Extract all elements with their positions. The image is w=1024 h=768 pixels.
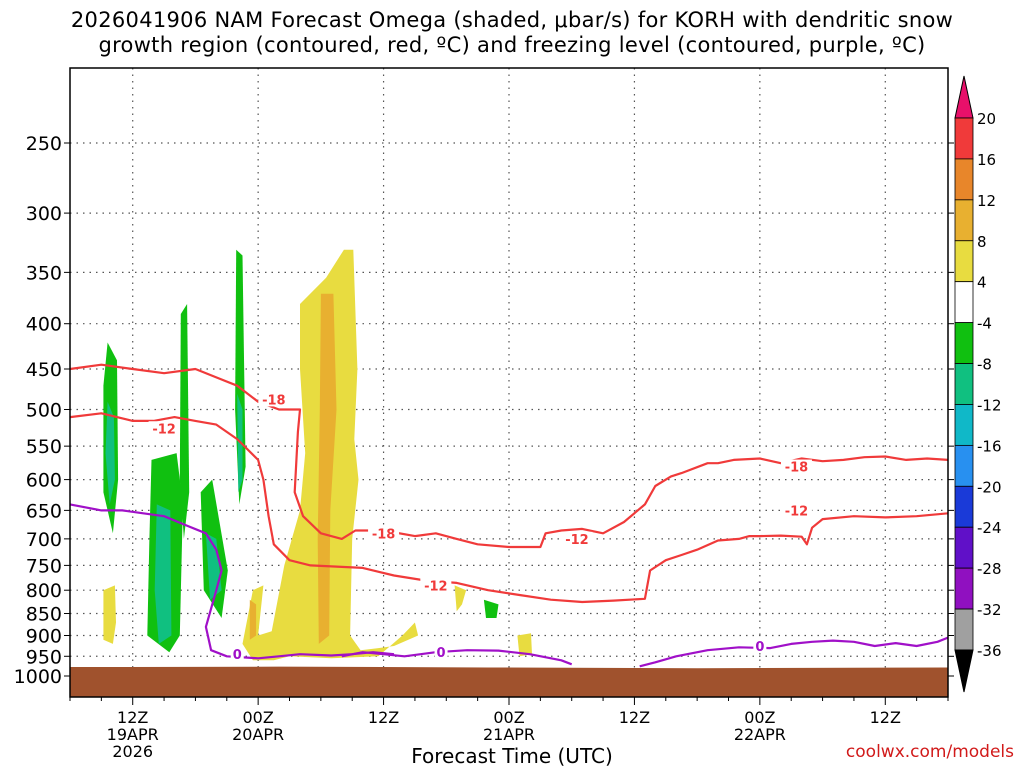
contour-line (639, 636, 949, 668)
omega-region-up_strong (105, 401, 115, 505)
y-tick-label: 600 (26, 470, 62, 492)
colorbar-segment (954, 608, 974, 651)
y-tick-label: 250 (26, 133, 62, 155)
omega-region-up_weak (483, 599, 499, 618)
contour-label-bg (420, 578, 452, 593)
colorbar-top-arrow (954, 75, 974, 119)
colorbar-label: 20 (977, 110, 996, 128)
contour-label: -12 (152, 422, 176, 437)
x-tick-label: 20APR (232, 725, 284, 744)
colorbar-segment (954, 444, 974, 487)
contour-label-bg (230, 647, 244, 662)
colorbar-label: 12 (977, 192, 996, 210)
y-tick-label: 500 (26, 400, 62, 422)
omega-region-up_strong (154, 504, 172, 644)
contour-label-bg (258, 392, 290, 407)
colorbar-segment (954, 363, 974, 405)
chart-title-line-2: growth region (contoured, red, ºC) and f… (98, 33, 926, 57)
colorbar-label: -24 (977, 519, 1002, 537)
x-tick-label: 00Z (744, 708, 775, 727)
contour-label: 0 (437, 646, 446, 661)
chart-title: 2026041906 NAM Forecast Omega (shaded, μ… (0, 8, 1024, 58)
omega-region-up_weak (179, 304, 190, 539)
colorbar-label: -16 (977, 437, 1002, 455)
contour-label: 0 (755, 640, 764, 655)
colorbar-label: -28 (977, 560, 1002, 578)
omega-region-down_weak (517, 633, 532, 657)
x-tick-label: 12Z (117, 708, 148, 727)
y-tick-label: 400 (26, 314, 62, 336)
contour-label: -12 (424, 579, 448, 594)
y-tick-label: 550 (26, 436, 62, 458)
colorbar-bottom-arrow (954, 649, 974, 693)
x-tick-label: 12Z (368, 708, 399, 727)
contour-label-bg (753, 639, 767, 654)
y-tick-label: 300 (26, 203, 62, 225)
colorbar-label: 8 (977, 233, 987, 251)
x-tick-label: 12Z (870, 708, 901, 727)
omega-region-down_mod (317, 293, 337, 644)
contour-label: -12 (785, 504, 809, 519)
x-tick-label: 00Z (242, 708, 273, 727)
y-tick-label: 800 (26, 580, 62, 602)
colorbar-segment (954, 322, 974, 364)
colorbar-label: 4 (977, 274, 987, 292)
colorbar-label: -12 (977, 396, 1002, 414)
colorbar-segment (954, 117, 974, 160)
y-tick-label: 850 (26, 604, 62, 626)
contour-label: -18 (262, 393, 286, 408)
contour-line (69, 412, 949, 604)
contour-label: 0 (233, 648, 242, 663)
colorbar-label: -8 (977, 356, 992, 374)
colorbar-segment (954, 199, 974, 242)
x-tick-label: 21APR (483, 725, 535, 744)
y-tick-label: 700 (26, 529, 62, 551)
x-axis-label: Forecast Time (UTC) (411, 744, 613, 768)
colorbar-segment (954, 404, 974, 446)
contour-label-bg (780, 503, 812, 518)
colorbar-segment (954, 281, 974, 324)
omega-region-down_weak (103, 585, 116, 644)
x-tick-label: 22APR (734, 725, 786, 744)
x-tick-label: 12Z (619, 708, 650, 727)
contour-label: -18 (372, 527, 396, 542)
colorbar-label: 16 (977, 151, 996, 169)
contour-label-bg (780, 459, 812, 474)
y-tick-label: 950 (26, 646, 62, 668)
contour-label: -12 (565, 533, 589, 548)
colorbar-segment (954, 485, 974, 528)
colorbar-segment (954, 158, 974, 201)
contour-label-bg (148, 421, 180, 436)
x-tick-label: 2026 (112, 742, 153, 761)
colorbar-segment (954, 240, 974, 283)
colorbar-label: -4 (977, 315, 992, 333)
y-tick-label: 450 (26, 359, 62, 381)
y-tick-label: 350 (26, 262, 62, 284)
y-tick-label: 1000 (14, 666, 62, 688)
y-tick-label: 900 (26, 625, 62, 647)
y-tick-label: 650 (26, 500, 62, 522)
contour-label-bg (368, 526, 400, 541)
chart-title-line-1: 2026041906 NAM Forecast Omega (shaded, μ… (70, 8, 954, 32)
colorbar-label: -20 (977, 478, 1002, 496)
colorbar-label: -36 (977, 642, 1002, 660)
contour-label-bg (561, 531, 593, 546)
x-tick-label: 19APR (107, 725, 159, 744)
plot-area (70, 68, 948, 697)
contour-label: -18 (785, 461, 809, 476)
omega-region-down_weak (454, 585, 467, 612)
terrain (70, 666, 948, 697)
contour-line (69, 503, 395, 660)
watermark: coolwx.com/models (845, 742, 1014, 762)
y-tick-label: 750 (26, 555, 62, 577)
colorbar-label: -32 (977, 601, 1002, 619)
omega-region-down_mod (249, 599, 257, 640)
colorbar-segment (954, 567, 974, 610)
x-tick-label: 00Z (493, 708, 524, 727)
contour-line (341, 649, 573, 666)
colorbar-segment (954, 526, 974, 569)
contour-label-bg (434, 645, 448, 660)
